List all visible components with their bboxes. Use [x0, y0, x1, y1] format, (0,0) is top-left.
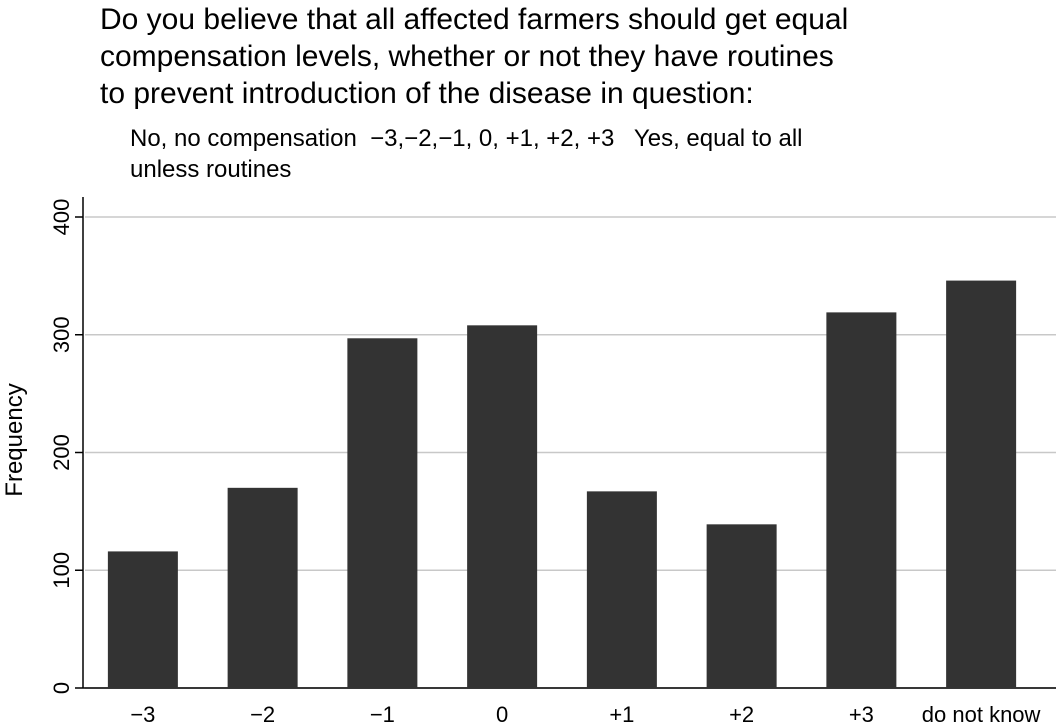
- y-tick-label: 100: [49, 552, 74, 589]
- bar: [227, 487, 298, 688]
- y-tick-label: 300: [49, 316, 74, 353]
- bar: [586, 491, 657, 688]
- chart-title: Do you believe that all affected farmers…: [100, 3, 848, 36]
- x-tick-label: −1: [370, 702, 395, 725]
- x-tick-label: +3: [849, 702, 874, 725]
- x-tick-label: +2: [729, 702, 754, 725]
- x-tick-label: +1: [609, 702, 634, 725]
- chart-title: compensation levels, whether or not they…: [100, 40, 834, 73]
- bar: [946, 280, 1017, 688]
- chart-subtitle: unless routines: [130, 156, 291, 183]
- y-tick-label: 200: [49, 434, 74, 471]
- x-tick-label: −3: [130, 702, 155, 725]
- x-tick-label: −2: [250, 702, 275, 725]
- x-tick-label: 0: [496, 702, 508, 725]
- bar: [826, 312, 897, 688]
- bar: [706, 524, 777, 688]
- chart-title: to prevent introduction of the disease i…: [100, 77, 754, 110]
- y-tick-label: 400: [49, 199, 74, 236]
- bar: [347, 338, 418, 688]
- y-tick-label: 0: [49, 682, 74, 694]
- bar: [107, 551, 178, 688]
- x-tick-label: do not know: [922, 702, 1041, 725]
- chart-subtitle: No, no compensation −3,−2,−1, 0, +1, +2,…: [130, 125, 803, 152]
- y-axis-label: Frequency: [1, 383, 28, 496]
- bar: [467, 325, 538, 688]
